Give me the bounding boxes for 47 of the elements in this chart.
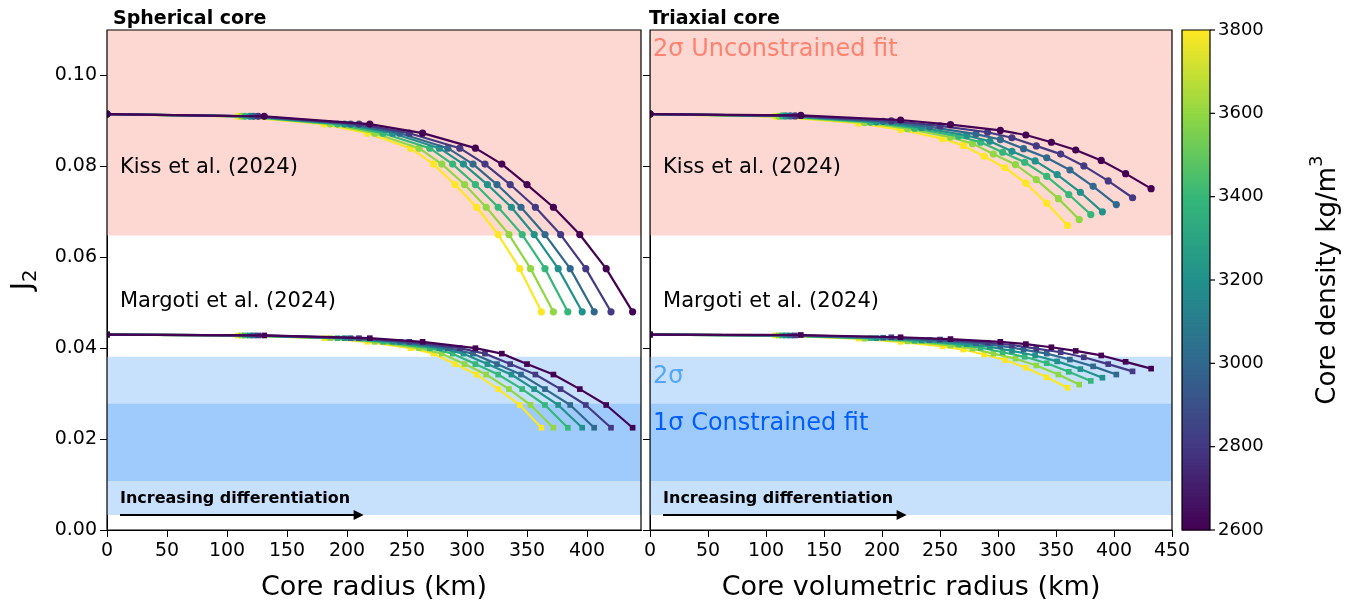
y-tick-label: 0.10 bbox=[54, 62, 97, 85]
y-tick-label: 0.06 bbox=[54, 244, 97, 267]
annotation: Margoti et al. (2024) bbox=[663, 288, 879, 313]
x-tick-label: 300 bbox=[979, 538, 1017, 561]
color-bar-title: Core density kg/m3 bbox=[1305, 155, 1341, 405]
band-label: 2σ bbox=[653, 361, 684, 390]
band-label: 1σ Constrained fit bbox=[653, 407, 869, 436]
x-tick-label: 250 bbox=[388, 538, 426, 561]
chart-title: Spherical core bbox=[113, 6, 267, 28]
chart-title: Triaxial core bbox=[649, 6, 780, 28]
annotation: Increasing differentiation bbox=[120, 488, 351, 508]
color-bar-label: 3000 bbox=[1218, 351, 1264, 373]
x-tick-label: 250 bbox=[921, 538, 959, 561]
y-tick-label: 0.04 bbox=[54, 335, 97, 358]
x-tick-label: 100 bbox=[208, 538, 246, 561]
x-axis-title: Core radius (km) bbox=[260, 569, 488, 601]
color-bar-label: 3200 bbox=[1218, 267, 1264, 289]
x-tick-label: 0 bbox=[644, 538, 657, 561]
x-tick-label: 150 bbox=[805, 538, 843, 561]
annotation: Margoti et al. (2024) bbox=[120, 288, 336, 313]
annotation: Kiss et al. (2024) bbox=[120, 153, 298, 178]
x-axis-title: Core volumetric radius (km) bbox=[721, 569, 1101, 601]
annotation: Increasing differentiation bbox=[663, 488, 894, 508]
color-bar-label: 3600 bbox=[1218, 101, 1264, 123]
y-tick-label: 0.00 bbox=[54, 516, 97, 539]
x-tick-label: 350 bbox=[508, 538, 546, 561]
x-tick-label: 50 bbox=[695, 538, 721, 561]
color-bar-label: 3400 bbox=[1218, 184, 1264, 206]
x-tick-label: 400 bbox=[568, 538, 606, 561]
color-bar-label: 3800 bbox=[1218, 17, 1264, 39]
x-tick-label: 400 bbox=[1095, 538, 1133, 561]
y-tick-label: 0.02 bbox=[54, 426, 97, 449]
x-tick-label: 300 bbox=[448, 538, 486, 561]
x-tick-label: 50 bbox=[154, 538, 180, 561]
x-tick-label: 200 bbox=[328, 538, 366, 561]
x-tick-label: 0 bbox=[100, 538, 114, 561]
color-bar-label: 2800 bbox=[1218, 434, 1264, 456]
x-tick-label: 100 bbox=[747, 538, 785, 561]
annotation: Kiss et al. (2024) bbox=[663, 153, 841, 178]
y-axis-title: J2 bbox=[5, 269, 42, 293]
x-tick-label: 450 bbox=[1153, 538, 1191, 561]
x-tick-label: 350 bbox=[1037, 538, 1075, 561]
x-tick-label: 150 bbox=[268, 538, 306, 561]
color-bar-label: 2600 bbox=[1218, 517, 1264, 539]
y-tick-label: 0.08 bbox=[54, 153, 97, 176]
band-label: 2σ Unconstrained fit bbox=[653, 34, 898, 63]
x-tick-label: 200 bbox=[863, 538, 901, 561]
